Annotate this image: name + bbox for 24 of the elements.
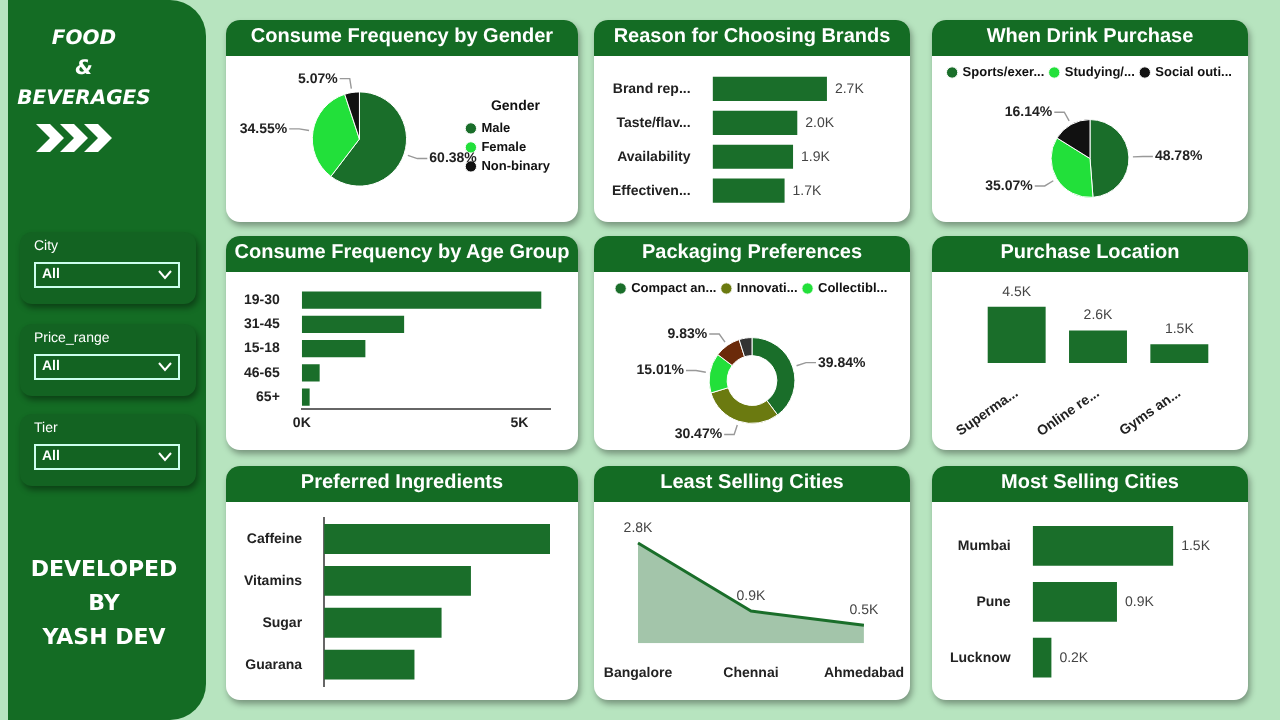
- bar: [324, 649, 415, 680]
- bar: [301, 339, 366, 358]
- bar: [324, 607, 442, 638]
- bar: [712, 76, 827, 102]
- chart-title: Consume Frequency by Age Group: [226, 236, 578, 272]
- chart-title: Packaging Preferences: [594, 236, 910, 272]
- text: DEVELOPED BY YASH DEV: [28, 554, 180, 654]
- bar: [301, 291, 542, 309]
- chart-title: Reason for Choosing Brands: [594, 20, 910, 56]
- chart-title: Least Selling Cities: [594, 466, 910, 502]
- bar: [712, 110, 798, 135]
- bar: [301, 315, 405, 333]
- chart-title: Most Selling Cities: [932, 466, 1248, 502]
- bar: [712, 178, 785, 203]
- chart-title: When Drink Purchase: [932, 20, 1248, 56]
- bar: [712, 144, 794, 169]
- bar: [301, 388, 310, 406]
- bar: [324, 524, 550, 554]
- chart-title: Purchase Location: [932, 236, 1248, 272]
- chart-title: Consume Frequency by Gender: [226, 20, 578, 56]
- bar: [301, 364, 320, 382]
- text: FOOD & BEVERAGES: [15, 26, 153, 114]
- chart-title: Preferred Ingredients: [226, 466, 578, 502]
- bar: [324, 565, 471, 596]
